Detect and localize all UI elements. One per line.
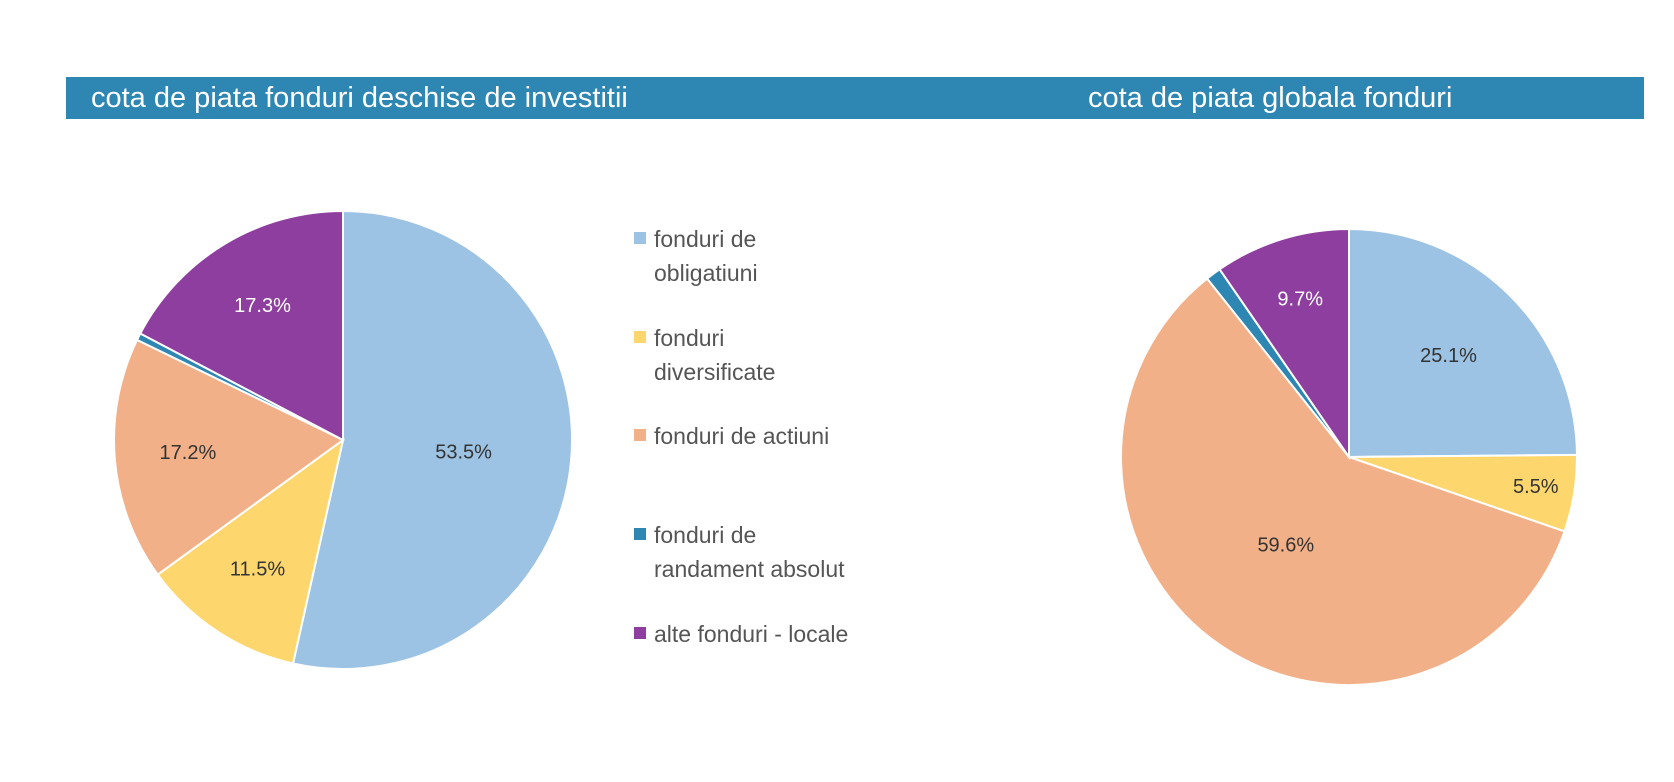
pie-slice-actiuni (113, 338, 345, 576)
pie-slice-actiuni (1120, 277, 1566, 686)
legend-label: fonduri de obligatiuni (654, 226, 758, 286)
pie-slice-diversificate (156, 437, 345, 665)
title-banner (66, 77, 1644, 119)
pie-slice-obligatiuni (291, 209, 574, 670)
legend-item-obligatiuni: fonduri de obligatiuni (634, 222, 758, 290)
left-chart-title: cota de piata fonduri deschise de invest… (91, 82, 628, 114)
legend-swatch (634, 528, 646, 540)
pie-slice-obligatiuni (1348, 227, 1579, 459)
data-label-diversificate: 5.5% (1513, 476, 1559, 498)
legend-swatch (634, 429, 646, 441)
legend-swatch (634, 232, 646, 244)
legend-label: fonduri de randament absolut (654, 522, 845, 582)
pie-slice-alte-fonduri (138, 209, 344, 442)
legend-label: fonduri diversificate (654, 325, 776, 385)
legend-label: fonduri de actiuni (654, 423, 830, 449)
data-label-actiuni: 59.6% (1257, 535, 1314, 557)
legend-item-diversificate: fonduri diversificate (634, 321, 775, 389)
right-chart-title: cota de piata globala fonduri (1088, 82, 1453, 114)
data-label-obligatiuni: 25.1% (1420, 345, 1477, 367)
legend-item-alte-fonduri: alte fonduri - locale (634, 617, 848, 651)
legend-swatch (634, 331, 646, 343)
data-label-alte-fonduri: 17.3% (234, 295, 291, 317)
data-label-obligatiuni: 53.5% (435, 442, 492, 464)
pie-slice-alte-fonduri (1218, 227, 1350, 461)
legend-item-randament-absolut: fonduri de randament absolut (634, 518, 845, 586)
legend-label: alte fonduri - locale (654, 621, 849, 647)
legend-item-actiuni: fonduri de actiuni (634, 419, 829, 453)
data-label-actiuni: 17.2% (160, 442, 217, 464)
data-label-diversificate: 11.5% (230, 558, 285, 580)
legend-swatch (634, 627, 646, 639)
data-label-alte-fonduri: 9.7% (1277, 289, 1323, 311)
